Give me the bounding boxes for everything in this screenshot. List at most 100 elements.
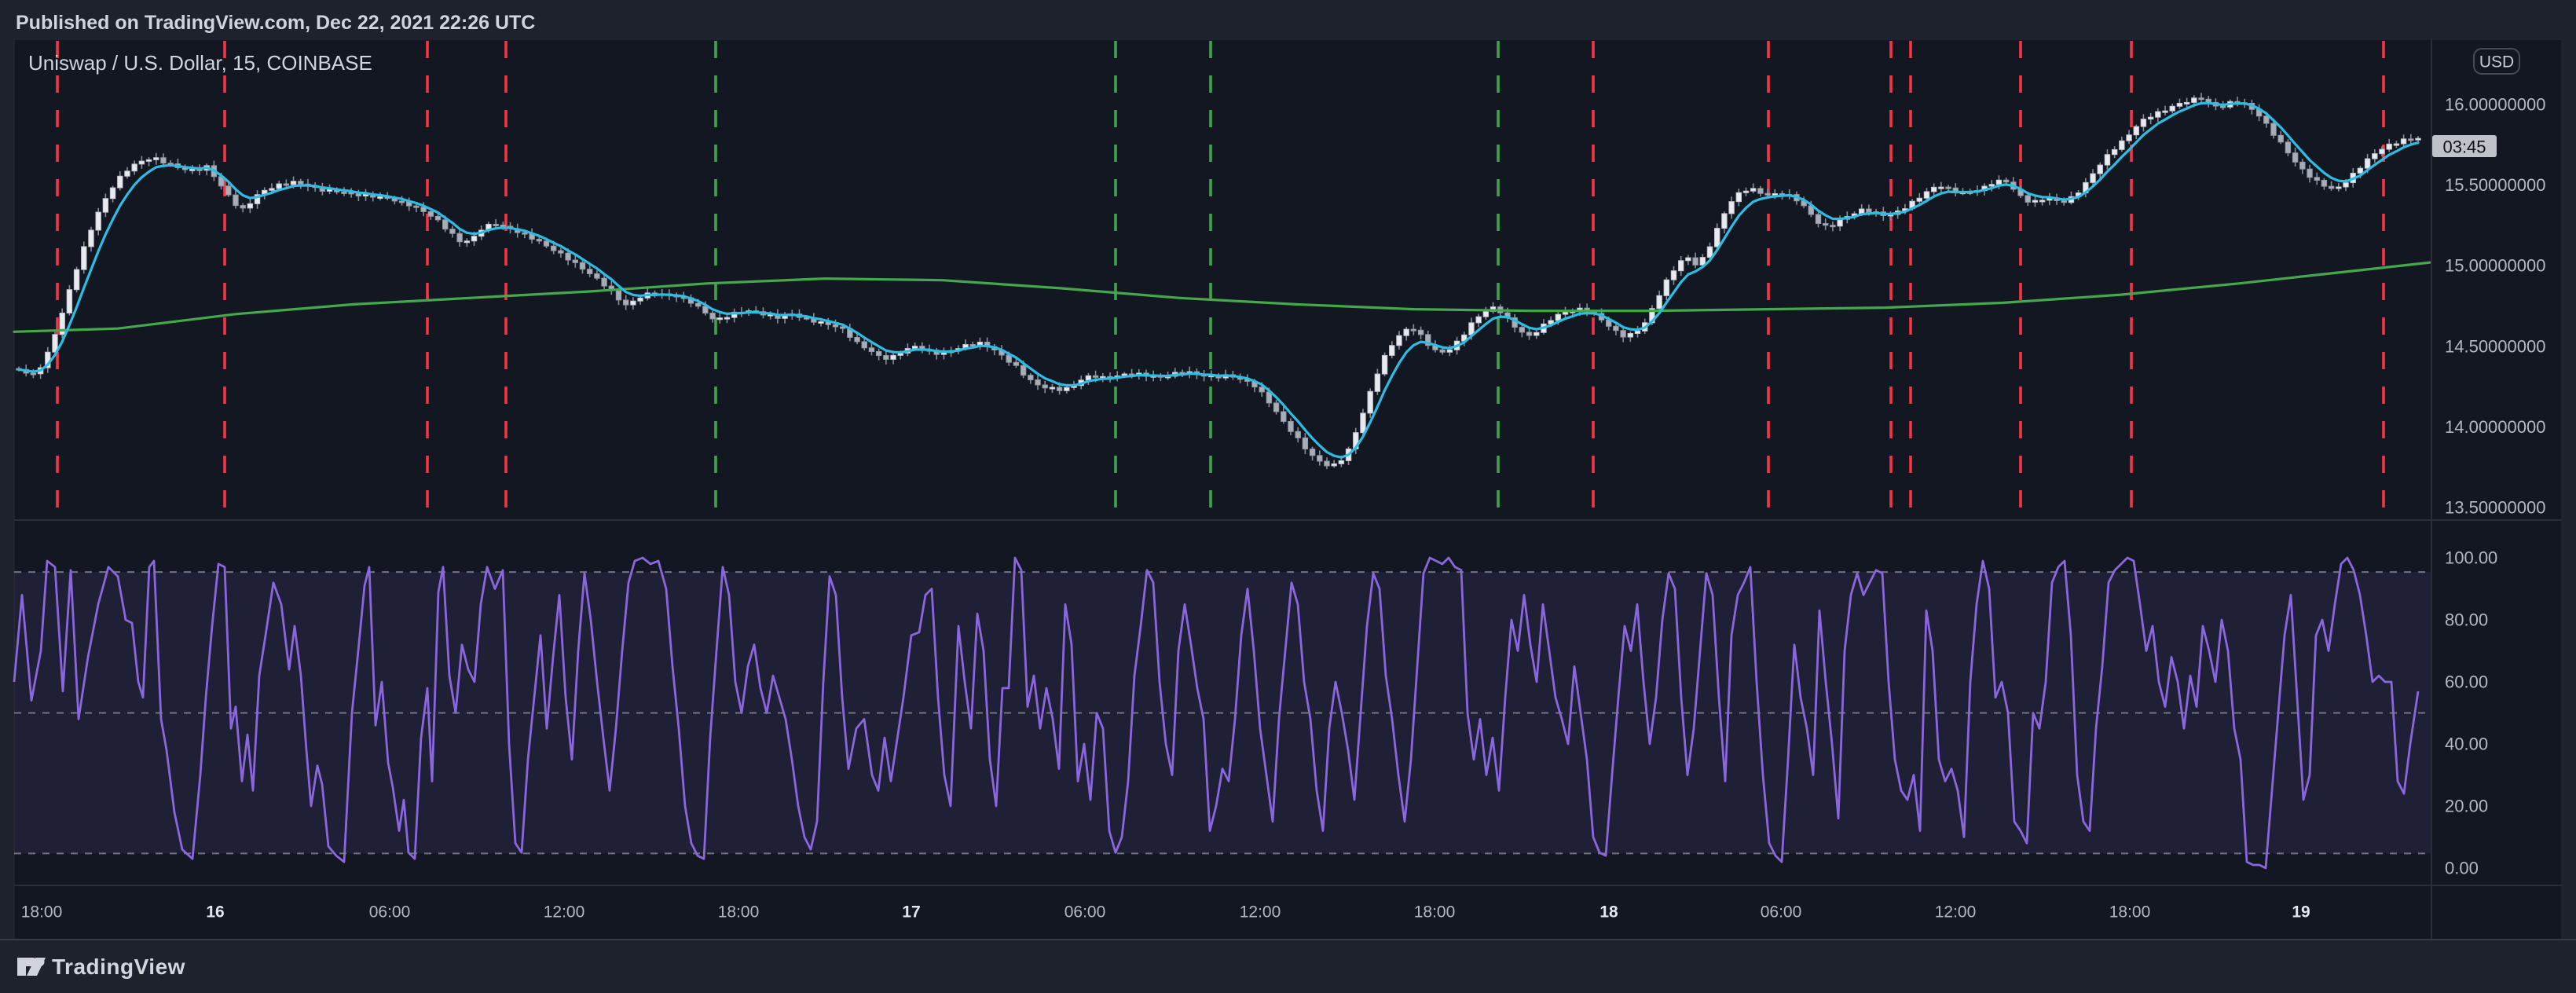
candle-body — [536, 239, 543, 242]
candle-body — [1367, 390, 1373, 414]
candle-body — [2162, 110, 2168, 113]
candle-body — [131, 163, 137, 172]
candle — [145, 157, 152, 167]
candle — [1830, 221, 1836, 232]
currency-badge[interactable]: USD — [2473, 48, 2520, 75]
candle — [2133, 124, 2139, 140]
bar-countdown-label: 03:45 — [2442, 137, 2486, 157]
candle — [1049, 383, 1056, 393]
candle — [601, 273, 607, 290]
candle-body — [1706, 246, 1713, 258]
time-tick-label: 06:00 — [369, 903, 411, 922]
chart-widget-background — [13, 38, 2563, 940]
candle-body — [2061, 200, 2067, 203]
candle — [81, 241, 87, 274]
candle-body — [52, 334, 58, 353]
candle — [2097, 162, 2103, 179]
candle-body — [565, 252, 571, 261]
candle — [1721, 211, 1728, 234]
candle-body — [2328, 185, 2335, 189]
candle-body — [2119, 140, 2125, 150]
candle — [1302, 433, 1309, 455]
candle — [464, 238, 471, 247]
candle-body — [1728, 201, 1735, 214]
candle-body — [1020, 365, 1027, 376]
candle-body — [579, 262, 586, 270]
candle-body — [341, 191, 347, 194]
candle-body — [442, 219, 449, 230]
slow-ma-line — [13, 261, 2431, 333]
candle-body — [854, 336, 860, 343]
candle — [558, 247, 564, 258]
signal-lines-layer — [56, 41, 2385, 520]
candle-body — [225, 185, 232, 196]
candle-body — [875, 351, 882, 357]
time-tick-label: 18:00 — [2109, 903, 2151, 922]
candle — [1446, 345, 1453, 357]
candle-body — [109, 187, 116, 200]
candle — [2386, 138, 2392, 152]
candle — [1519, 323, 1526, 338]
candle — [240, 203, 246, 213]
time-scale[interactable]: 18:00 16 06:00 12:00 18:00 17 06:00 12:00 18:00 1… — [21, 903, 2310, 922]
candle-body — [818, 321, 824, 324]
time-tick-label: 19 — [2292, 903, 2310, 922]
candle — [2032, 195, 2039, 207]
candle-body — [1331, 463, 1337, 467]
candle-body — [1056, 387, 1063, 391]
candle-body — [1281, 411, 1287, 422]
candle-body — [1613, 325, 1619, 332]
candle-body — [522, 232, 528, 235]
tradingview-logo-icon — [17, 958, 46, 976]
candle — [2119, 137, 2125, 152]
candle — [1822, 218, 1829, 230]
candle-body — [1735, 192, 1742, 203]
osc-tick-label: 100.00 — [2445, 548, 2497, 568]
candle-body — [1475, 316, 1482, 324]
candle-body — [1656, 295, 1662, 310]
candle — [1685, 255, 1691, 266]
candle-body — [240, 205, 246, 209]
candle-body — [1295, 431, 1301, 438]
time-tick-label: 12:00 — [544, 903, 585, 922]
candle-body — [1634, 330, 1641, 334]
candle — [66, 284, 73, 316]
candle-body — [1670, 270, 1677, 280]
candle-body — [587, 269, 593, 274]
candle — [594, 270, 600, 280]
candle — [868, 343, 875, 356]
candle-body — [2379, 148, 2385, 155]
tradingview-footer-link[interactable]: TradingView — [17, 955, 185, 979]
candle-body — [572, 259, 579, 263]
osc-tick-label: 80.00 — [2445, 610, 2488, 630]
candle — [1663, 277, 1670, 301]
candle-body — [2147, 116, 2154, 120]
candle-body — [1692, 257, 1698, 266]
osc-tick-label: 20.00 — [2445, 797, 2488, 816]
candle-body — [1866, 208, 1872, 213]
price-scale[interactable]: 16.00000000 15.50000000 15.00000000 14.5000… — [2445, 95, 2545, 878]
candle — [2292, 148, 2299, 167]
candle-body — [377, 196, 383, 200]
candle-body — [247, 203, 254, 209]
candle-body — [145, 159, 152, 162]
candle — [1526, 327, 1533, 340]
candle — [398, 196, 405, 206]
candle — [630, 297, 636, 310]
candle — [1374, 368, 1381, 395]
candle — [131, 160, 137, 175]
candle-body — [464, 240, 471, 244]
candle-body — [427, 211, 434, 217]
chart-title[interactable]: Uniswap / U.S. Dollar, 15, COINBASE — [28, 51, 372, 75]
candle — [117, 170, 123, 191]
candle-body — [1302, 437, 1309, 450]
time-tick-label: 18:00 — [21, 903, 63, 922]
candle — [1678, 256, 1684, 277]
candle — [2372, 149, 2378, 163]
candle-body — [2372, 153, 2378, 159]
candle-body — [1620, 330, 1626, 338]
candle-body — [2263, 115, 2270, 124]
candle — [1534, 330, 1540, 339]
candle — [2321, 178, 2328, 190]
